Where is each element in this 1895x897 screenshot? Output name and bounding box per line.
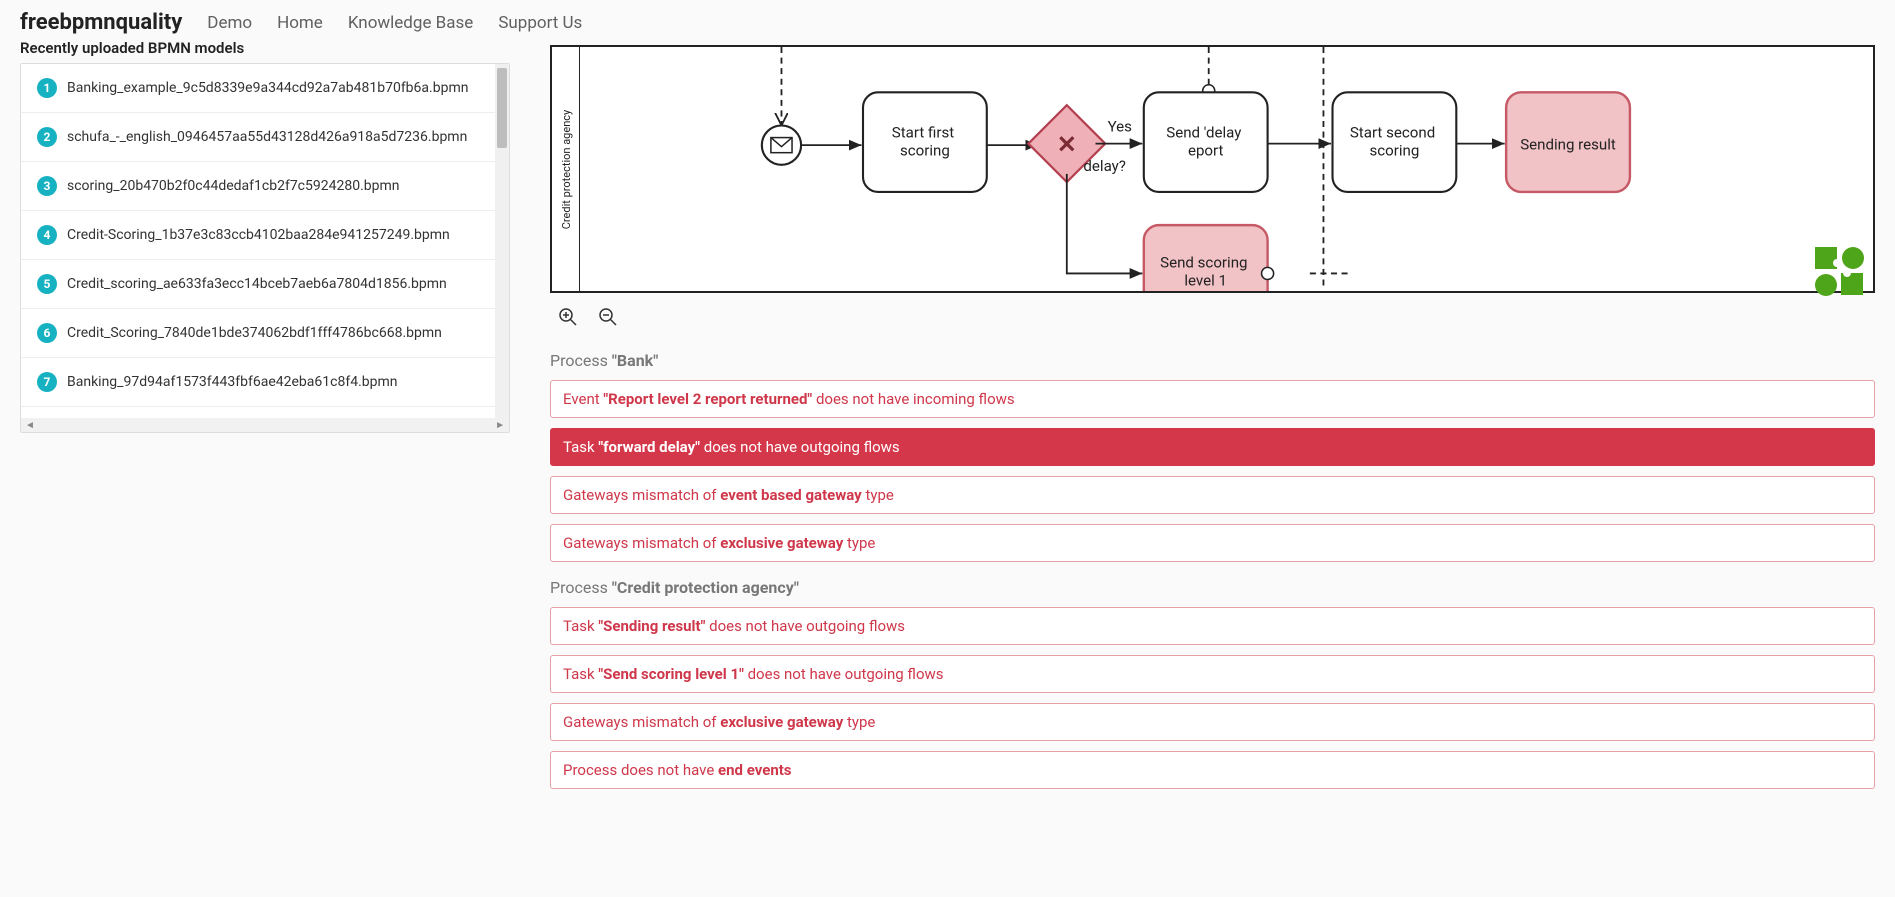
model-list-item[interactable]: 7 Banking_97d94af1573f443fbf6ae42eba61c8f… — [21, 358, 509, 407]
model-index-badge: 2 — [37, 127, 57, 147]
model-list-container: 1 Banking_example_9c5d8339e9a344cd92a7ab4… — [20, 63, 510, 433]
model-name: Banking_example_9c5d8339e9a344cd92a7ab48… — [67, 80, 468, 96]
model-list-item[interactable]: 1 Banking_example_9c5d8339e9a344cd92a7ab4… — [21, 64, 509, 113]
model-index-badge: 5 — [37, 274, 57, 294]
model-list-item[interactable]: 2 schufa_-_english_0946457aa55d43128d426a… — [21, 113, 509, 162]
nav-link-kb[interactable]: Knowledge Base — [348, 13, 473, 33]
nav-link-support[interactable]: Support Us — [498, 13, 582, 33]
svg-text:Yes: Yes — [1108, 118, 1133, 136]
model-index-badge: 1 — [37, 78, 57, 98]
model-list-item[interactable]: 4 Credit-Scoring_1b37e3c83ccb4102baa284e9… — [21, 211, 509, 260]
model-name: scoring_20b470b2f0c44dedaf1cb2f7c5924280… — [67, 178, 400, 194]
issue-item[interactable]: Gateways mismatch of event based gateway… — [550, 476, 1875, 514]
model-list: 1 Banking_example_9c5d8339e9a344cd92a7ab4… — [21, 64, 509, 418]
model-name: schufa_-_english_0946457aa55d43128d426a9… — [67, 129, 467, 145]
svg-text:Start first scoring: Start first scoring — [892, 124, 958, 160]
model-name: Credit-Scoring_1b37e3c83ccb4102baa284e94… — [67, 227, 450, 243]
model-index-badge: 3 — [37, 176, 57, 196]
issues-sections: Process "Bank"Event "Report level 2 repo… — [550, 345, 1875, 789]
model-index-badge: 4 — [37, 225, 57, 245]
diagram-svg: Start first scoring ✕ Yes delay? Send 'd… — [552, 47, 1873, 293]
brand[interactable]: freebpmnquality — [20, 10, 182, 35]
scroll-left-icon[interactable]: ◄ — [25, 420, 35, 431]
model-index-badge: 6 — [37, 323, 57, 343]
nav-link-home[interactable]: Home — [277, 13, 323, 33]
issue-item[interactable]: Task "Sending result" does not have outg… — [550, 607, 1875, 645]
right-panel: Credit protection agency — [550, 45, 1875, 799]
scroll-right-icon[interactable]: ► — [495, 420, 505, 431]
svg-text:Sending result: Sending result — [1520, 136, 1616, 154]
zoom-controls — [550, 293, 1875, 345]
scrollbar-thumb[interactable] — [497, 68, 507, 148]
issue-item[interactable]: Process does not have end events — [550, 751, 1875, 789]
model-index-badge: 7 — [37, 372, 57, 392]
horizontal-scrollbar[interactable]: ◄ ► — [21, 418, 509, 432]
issue-item[interactable]: Task "forward delay" does not have outgo… — [550, 428, 1875, 466]
nav-link-demo[interactable]: Demo — [207, 13, 252, 33]
svg-text:✕: ✕ — [1057, 131, 1077, 159]
model-list-item[interactable]: 3 scoring_20b470b2f0c44dedaf1cb2f7c592428… — [21, 162, 509, 211]
issue-item[interactable]: Task "Send scoring level 1" does not hav… — [550, 655, 1875, 693]
process-label: Process "Credit protection agency" — [550, 572, 1875, 607]
bpmn-diagram[interactable]: Credit protection agency — [550, 45, 1875, 293]
zoom-out-icon[interactable] — [598, 307, 618, 331]
recent-models-header: Recently uploaded BPMN models — [20, 39, 510, 57]
issue-item[interactable]: Gateways mismatch of exclusive gateway t… — [550, 524, 1875, 562]
model-name: Credit_Scoring_7840de1bde374062bdf1fff47… — [67, 325, 442, 341]
left-panel: Recently uploaded BPMN models 1Banking_e… — [20, 45, 510, 799]
svg-text:delay?: delay? — [1083, 157, 1126, 175]
issue-item[interactable]: Event "Report level 2 report returned" d… — [550, 380, 1875, 418]
model-name: Banking_97d94af1573f443fbf6ae42eba61c8f4… — [67, 374, 398, 390]
model-list-item[interactable]: 6 Credit_Scoring_7840de1bde374062bdf1fff4… — [21, 309, 509, 358]
zoom-in-icon[interactable] — [558, 307, 578, 331]
corner-logo-icon — [1813, 245, 1865, 301]
model-name: Credit_scoring_ae633fa3ecc14bceb7aeb6a78… — [67, 276, 447, 292]
process-label: Process "Bank" — [550, 345, 1875, 380]
vertical-scrollbar[interactable] — [495, 64, 509, 418]
model-list-item[interactable]: 5 Credit_scoring_ae633fa3ecc14bceb7aeb6a7… — [21, 260, 509, 309]
issue-item[interactable]: Gateways mismatch of exclusive gateway t… — [550, 703, 1875, 741]
